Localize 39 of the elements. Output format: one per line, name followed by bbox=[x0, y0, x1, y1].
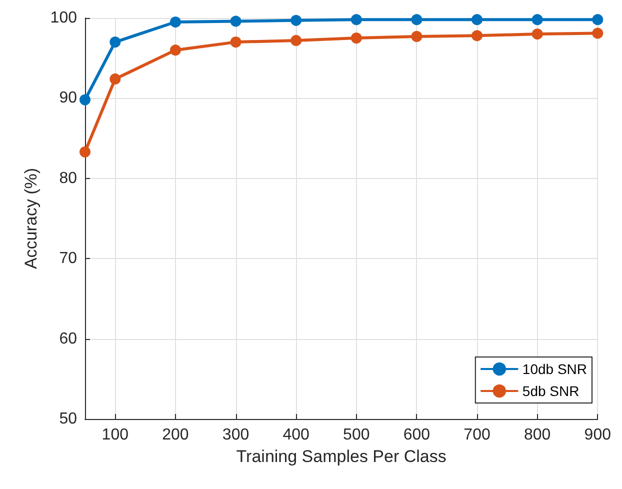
point bbox=[350, 32, 362, 44]
x-tick-label: 500 bbox=[343, 426, 370, 444]
point bbox=[110, 36, 121, 48]
point bbox=[170, 44, 181, 56]
y-tick-label: 90 bbox=[59, 90, 78, 107]
x-tick-label: 100 bbox=[102, 426, 129, 444]
legend-label: 5db SNR bbox=[522, 383, 580, 399]
point bbox=[230, 16, 242, 27]
y-tick-label: 100 bbox=[50, 10, 78, 26]
point bbox=[290, 34, 302, 46]
point bbox=[230, 36, 242, 48]
legend-label: 10db SNR bbox=[522, 361, 587, 377]
y-tick-label: 80 bbox=[59, 170, 78, 187]
x-tick-label: 400 bbox=[282, 426, 310, 444]
point bbox=[411, 14, 422, 26]
y-axis-title: Accuracy (%) bbox=[21, 168, 40, 270]
x-tick-label: 700 bbox=[464, 426, 490, 444]
point bbox=[532, 14, 543, 26]
y-tick-label: 60 bbox=[59, 330, 78, 348]
x-tick-label: 600 bbox=[403, 426, 430, 444]
y-tick-label: 70 bbox=[59, 250, 78, 268]
x-axis-title: Training Samples Per Class bbox=[236, 446, 446, 466]
y-tick-label: 50 bbox=[59, 410, 78, 428]
x-tick-label: 800 bbox=[524, 426, 551, 444]
point bbox=[80, 146, 90, 158]
point bbox=[110, 73, 121, 84]
point bbox=[592, 14, 604, 26]
point bbox=[170, 16, 181, 28]
point bbox=[350, 14, 362, 26]
x-tick-label: 300 bbox=[222, 426, 250, 444]
point bbox=[472, 14, 483, 26]
x-tick-label: 900 bbox=[584, 426, 612, 444]
point bbox=[592, 28, 604, 39]
x-tick-label: 200 bbox=[162, 426, 189, 444]
point bbox=[532, 28, 543, 40]
point bbox=[80, 94, 90, 106]
point bbox=[290, 14, 302, 26]
point bbox=[472, 30, 483, 42]
point bbox=[411, 30, 422, 42]
